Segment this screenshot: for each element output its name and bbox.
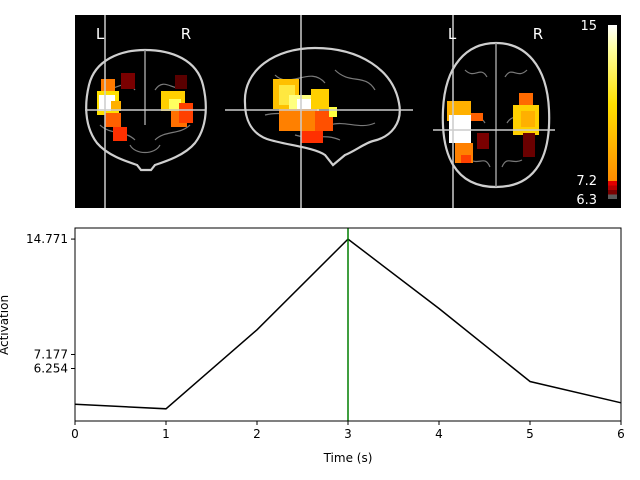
colorbar-threshold-band: [608, 181, 617, 199]
colorbar-gradient: [608, 25, 617, 183]
axial-view: L R: [433, 15, 555, 208]
x-tick-label: 3: [344, 427, 352, 441]
x-tick-label: 0: [71, 427, 79, 441]
colorbar-mid-label: 7.2: [576, 174, 597, 189]
coronal-left-label: L: [96, 25, 105, 43]
y-tick-label: 6.254: [34, 362, 68, 376]
glass-brain-panel: L R L: [75, 15, 621, 208]
colorbar-band-step: [608, 190, 617, 195]
x-tick-label: 5: [526, 427, 534, 441]
x-tick-label: 2: [253, 427, 261, 441]
colorbar-max-label: 15: [580, 19, 597, 34]
y-tick-label: 14.771: [26, 232, 68, 246]
coronal-view: L R: [85, 15, 207, 208]
colorbar-band-step: [608, 181, 617, 186]
sagittal-outline: [243, 46, 401, 167]
x-tick-label: 1: [162, 427, 170, 441]
axial-left-label: L: [448, 25, 457, 43]
x-axis-label: Time (s): [323, 451, 373, 465]
sagittal-view: [225, 15, 413, 208]
axial-right-label: R: [533, 25, 543, 43]
colorbar-min-label: 6.3: [576, 193, 597, 208]
colorbar: 15 7.2 6.3: [576, 19, 617, 208]
x-tick-label: 6: [617, 427, 625, 441]
colorbar-band-step: [608, 185, 617, 190]
y-axis-label: Activation: [0, 295, 11, 355]
coronal-outline: [85, 48, 207, 172]
colorbar-band-step: [608, 194, 617, 199]
brain-background: [75, 15, 621, 208]
coronal-right-label: R: [181, 25, 191, 43]
y-tick-label: 7.177: [34, 347, 68, 361]
plot-frame: [74, 227, 622, 422]
x-axis: 0 1 2 3 4 5 6: [71, 421, 625, 441]
x-tick-label: 4: [435, 427, 443, 441]
